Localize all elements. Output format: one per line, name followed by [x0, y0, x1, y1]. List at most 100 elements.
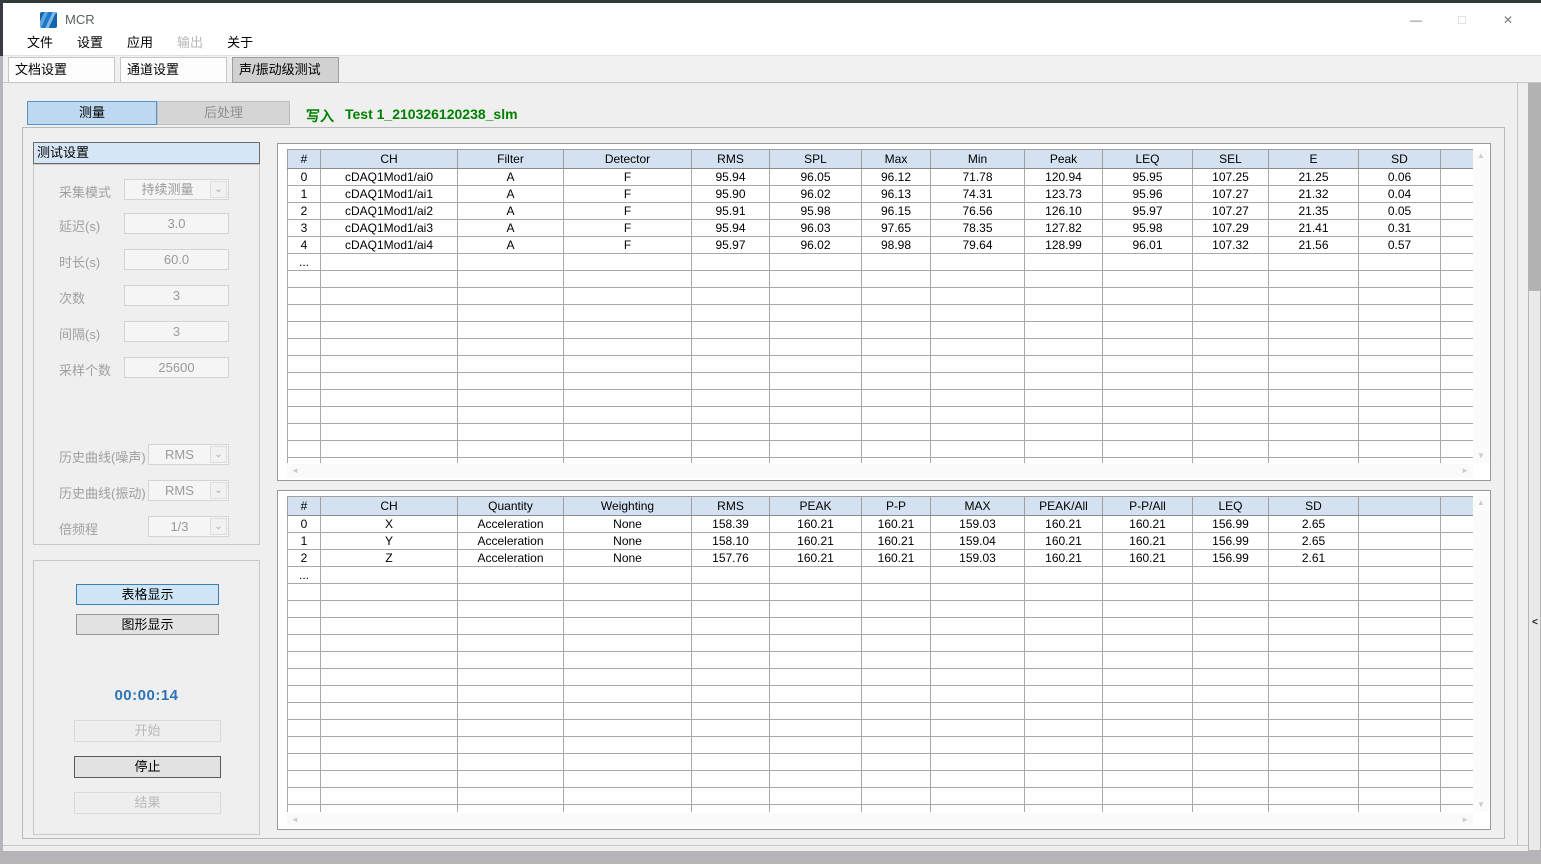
table-cell[interactable]: A — [457, 236, 564, 254]
table-cell[interactable]: A — [457, 219, 564, 237]
table-cell[interactable]: 95.98 — [769, 202, 862, 220]
scroll-up-icon[interactable]: ▲ — [1477, 498, 1485, 507]
scroll-down-icon[interactable]: ▼ — [1477, 451, 1485, 460]
table-display-button[interactable]: 表格显示 — [76, 584, 219, 605]
table-cell[interactable]: 21.32 — [1268, 185, 1359, 203]
table-cell[interactable] — [1440, 515, 1473, 533]
result-button[interactable]: 结果 — [74, 792, 221, 814]
table-cell[interactable]: 0.04 — [1358, 185, 1441, 203]
table-cell[interactable]: Acceleration — [457, 549, 564, 567]
vertical-scrollbar[interactable]: ▲ ▼ — [1473, 496, 1489, 812]
table-row[interactable]: 1 cDAQ1Mod1/ai1 A F 95.90 96.02 96.13 74.31 123.… — [287, 185, 1473, 203]
table-cell[interactable]: 3 — [287, 219, 321, 237]
postprocess-mode-button[interactable]: 后处理 — [157, 101, 290, 125]
tab-sound-vibration-test[interactable]: 声/振动级测试 — [232, 57, 339, 83]
tab-channel-settings[interactable]: 通道设置 — [120, 57, 227, 83]
table-cell[interactable]: 160.21 — [1102, 549, 1193, 567]
table-cell[interactable]: 21.35 — [1268, 202, 1359, 220]
table-row[interactable]: 0 X Acceleration None 158.39 160.21 160.21 159.… — [287, 515, 1473, 533]
table-cell[interactable]: F — [563, 236, 692, 254]
table-cell[interactable]: 158.39 — [691, 515, 770, 533]
table-cell[interactable] — [1358, 515, 1441, 533]
table-cell[interactable]: 2.65 — [1268, 532, 1359, 550]
table-cell[interactable]: None — [563, 549, 692, 567]
table-cell[interactable]: 96.02 — [769, 236, 862, 254]
table-cell[interactable]: Acceleration — [457, 515, 564, 533]
table-cell[interactable]: 1 — [287, 185, 321, 203]
scroll-right-icon[interactable]: ► — [1461, 466, 1469, 475]
sample-count-input[interactable]: 25600 — [124, 357, 229, 378]
table-cell[interactable]: 160.21 — [1024, 532, 1103, 550]
tab-document-settings[interactable]: 文档设置 — [8, 57, 115, 83]
side-panel-splitter[interactable]: < — [1528, 83, 1541, 851]
table-cell[interactable]: cDAQ1Mod1/ai1 — [320, 185, 458, 203]
scroll-right-icon[interactable]: ► — [1461, 815, 1469, 824]
table-cell[interactable]: 127.82 — [1024, 219, 1103, 237]
stop-button[interactable]: 停止 — [74, 756, 221, 778]
table-cell[interactable]: 0.57 — [1358, 236, 1441, 254]
table-cell[interactable]: 96.12 — [861, 168, 931, 186]
table-row[interactable]: 1 Y Acceleration None 158.10 160.21 160.21 159.… — [287, 532, 1473, 550]
table-cell[interactable]: 96.15 — [861, 202, 931, 220]
minimize-button[interactable]: — — [1410, 12, 1422, 27]
table-row[interactable]: 4 cDAQ1Mod1/ai4 A F 95.97 96.02 98.98 79.64 128.… — [287, 236, 1473, 254]
table-cell[interactable]: 74.31 — [930, 185, 1025, 203]
graph-display-button[interactable]: 图形显示 — [76, 614, 219, 635]
table-cell[interactable]: 0 — [287, 515, 321, 533]
table-cell[interactable]: cDAQ1Mod1/ai4 — [320, 236, 458, 254]
table-cell[interactable] — [1440, 532, 1473, 550]
table-cell[interactable]: 160.21 — [861, 532, 931, 550]
table-cell[interactable]: 107.27 — [1192, 202, 1269, 220]
table-cell[interactable]: 159.04 — [930, 532, 1025, 550]
table-cell[interactable]: 96.13 — [861, 185, 931, 203]
table-cell[interactable] — [1358, 549, 1441, 567]
table-cell[interactable]: Y — [320, 532, 458, 550]
table-cell[interactable]: 95.94 — [691, 168, 770, 186]
table-cell[interactable]: 126.10 — [1024, 202, 1103, 220]
table-cell[interactable]: 160.21 — [769, 549, 862, 567]
table-cell[interactable]: 95.90 — [691, 185, 770, 203]
table-cell[interactable]: 76.56 — [930, 202, 1025, 220]
table-cell[interactable]: 159.03 — [930, 549, 1025, 567]
history-vibration-dropdown[interactable]: RMS ⌄ — [148, 480, 229, 501]
table-cell[interactable]: cDAQ1Mod1/ai2 — [320, 202, 458, 220]
scroll-left-icon[interactable]: ◄ — [291, 815, 299, 824]
splitter-thumb[interactable]: < — [1528, 290, 1541, 851]
start-button[interactable]: 开始 — [74, 720, 221, 742]
table-cell[interactable]: 97.65 — [861, 219, 931, 237]
table-row[interactable]: 2 cDAQ1Mod1/ai2 A F 95.91 95.98 96.15 76.56 126.… — [287, 202, 1473, 220]
table-cell[interactable]: 96.03 — [769, 219, 862, 237]
table-cell[interactable]: 159.03 — [930, 515, 1025, 533]
delay-input[interactable]: 3.0 — [124, 213, 229, 234]
table-cell[interactable]: 160.21 — [861, 515, 931, 533]
table-cell[interactable]: 96.01 — [1102, 236, 1193, 254]
table-cell[interactable]: 95.94 — [691, 219, 770, 237]
menu-item-settings[interactable]: 设置 — [77, 34, 104, 50]
history-noise-dropdown[interactable]: RMS ⌄ — [148, 444, 229, 465]
table-cell[interactable]: 21.56 — [1268, 236, 1359, 254]
table-cell[interactable]: 160.21 — [1102, 532, 1193, 550]
table-cell[interactable]: 2.61 — [1268, 549, 1359, 567]
table-cell[interactable]: 96.02 — [769, 185, 862, 203]
table-cell[interactable]: 160.21 — [1024, 549, 1103, 567]
horizontal-scrollbar[interactable]: ◄ ► — [287, 813, 1473, 827]
table-cell[interactable] — [1358, 532, 1441, 550]
table-cell[interactable]: A — [457, 185, 564, 203]
table-cell[interactable] — [1440, 236, 1473, 254]
table-cell[interactable]: 0.05 — [1358, 202, 1441, 220]
table-cell[interactable] — [1440, 219, 1473, 237]
table-cell[interactable]: 79.64 — [930, 236, 1025, 254]
menu-item-about[interactable]: 关于 — [227, 34, 254, 50]
table-row[interactable]: 0 cDAQ1Mod1/ai0 A F 95.94 96.05 96.12 71.78 120.… — [287, 168, 1473, 186]
table-cell[interactable]: 2 — [287, 202, 321, 220]
table-cell[interactable]: 4 — [287, 236, 321, 254]
vertical-scrollbar[interactable]: ▲ ▼ — [1473, 149, 1489, 463]
measure-mode-button[interactable]: 测量 — [27, 101, 157, 125]
table-cell[interactable] — [1440, 185, 1473, 203]
close-button[interactable]: ✕ — [1502, 12, 1514, 27]
menu-item-output[interactable]: 输出 — [177, 34, 204, 50]
table-cell[interactable]: F — [563, 185, 692, 203]
table-cell[interactable]: 95.98 — [1102, 219, 1193, 237]
table-cell[interactable]: 0 — [287, 168, 321, 186]
table-cell[interactable]: 0.31 — [1358, 219, 1441, 237]
